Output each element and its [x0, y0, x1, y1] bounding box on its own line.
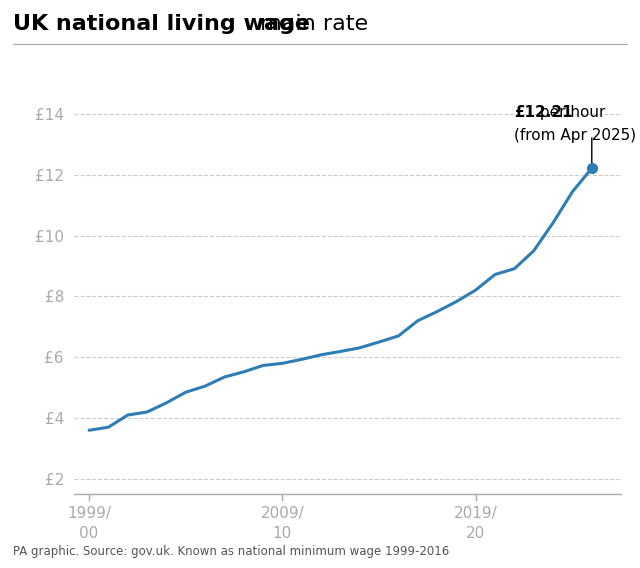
Text: main rate: main rate: [253, 14, 368, 34]
Text: (from Apr 2025): (from Apr 2025): [515, 128, 637, 143]
Text: per hour: per hour: [535, 105, 605, 120]
Text: £12.21: £12.21: [515, 105, 573, 120]
Text: PA graphic. Source: gov.uk. Known as national minimum wage 1999-2016: PA graphic. Source: gov.uk. Known as nat…: [13, 545, 449, 558]
Text: UK national living wage: UK national living wage: [13, 14, 310, 34]
